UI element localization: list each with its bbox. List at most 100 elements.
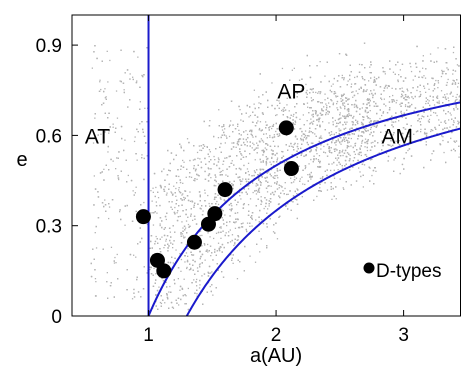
background-point <box>358 153 360 156</box>
background-point <box>180 258 183 261</box>
background-point <box>368 80 370 82</box>
background-point <box>199 266 201 268</box>
background-point <box>221 271 223 273</box>
background-point <box>173 158 175 161</box>
background-point <box>278 216 280 218</box>
background-point <box>95 247 98 249</box>
background-point <box>317 118 320 120</box>
background-point <box>370 90 372 92</box>
background-point <box>407 95 409 98</box>
background-point <box>141 237 143 240</box>
background-point <box>255 185 257 187</box>
background-point <box>283 107 285 109</box>
background-point <box>384 124 386 127</box>
background-point <box>236 278 239 280</box>
background-point <box>263 133 265 135</box>
background-point <box>329 89 331 92</box>
background-point <box>422 106 424 108</box>
background-point <box>315 112 317 114</box>
background-point <box>234 227 237 229</box>
background-point <box>443 151 445 154</box>
background-point <box>287 193 289 195</box>
background-point <box>395 102 397 104</box>
background-point <box>308 131 310 133</box>
background-point <box>169 261 172 264</box>
background-point <box>416 45 418 48</box>
background-point <box>265 156 267 158</box>
background-point <box>125 159 127 161</box>
background-point <box>95 281 97 283</box>
background-point <box>382 144 384 147</box>
background-point <box>322 121 324 123</box>
background-point <box>172 193 174 195</box>
background-point <box>120 80 122 83</box>
background-point <box>197 174 199 176</box>
background-point <box>194 260 196 263</box>
background-point <box>201 214 204 216</box>
background-point <box>355 105 358 108</box>
background-point <box>109 59 111 62</box>
background-point <box>344 165 346 167</box>
background-point <box>207 251 209 253</box>
background-point <box>203 145 206 147</box>
background-point <box>454 150 456 152</box>
background-point <box>244 144 246 146</box>
background-point <box>361 123 363 125</box>
background-point <box>149 212 152 214</box>
background-point <box>419 70 421 73</box>
background-point <box>351 127 353 129</box>
background-point <box>361 64 363 66</box>
background-point <box>308 135 310 137</box>
background-point <box>432 77 434 80</box>
background-point <box>324 129 326 131</box>
background-point <box>293 176 296 178</box>
background-point <box>290 142 292 145</box>
background-point <box>408 97 410 99</box>
background-point <box>389 133 392 135</box>
background-point <box>246 104 248 107</box>
background-point <box>219 171 221 173</box>
background-point <box>110 158 112 161</box>
background-point <box>288 110 290 112</box>
background-point <box>320 190 322 192</box>
background-point <box>207 243 209 246</box>
background-point <box>331 198 333 200</box>
background-point <box>174 231 176 233</box>
background-point <box>215 232 218 234</box>
background-point <box>206 146 208 148</box>
background-point <box>127 174 129 177</box>
background-point <box>232 262 234 264</box>
background-point <box>348 113 350 115</box>
background-point <box>199 207 201 210</box>
background-point <box>242 204 245 206</box>
background-point <box>173 185 175 187</box>
background-point <box>447 68 449 71</box>
background-point <box>368 93 371 95</box>
background-point <box>350 163 352 165</box>
background-point <box>391 121 393 123</box>
background-point <box>262 113 264 115</box>
background-point <box>168 307 170 309</box>
background-point <box>456 79 458 81</box>
background-point <box>420 93 422 96</box>
background-point <box>370 142 372 144</box>
background-point <box>94 45 96 47</box>
background-point <box>278 184 280 186</box>
background-point <box>352 166 354 168</box>
background-point <box>215 254 217 256</box>
background-point <box>441 69 443 72</box>
background-point <box>325 112 328 114</box>
background-point <box>237 176 239 179</box>
background-point <box>357 120 359 122</box>
background-point <box>220 170 222 173</box>
background-point <box>114 256 116 259</box>
background-point <box>141 154 143 156</box>
background-point <box>313 155 315 157</box>
background-point <box>415 66 418 68</box>
background-point <box>268 203 270 205</box>
background-point <box>293 67 295 69</box>
background-point <box>199 257 201 260</box>
background-point <box>321 177 323 179</box>
background-point <box>250 133 252 135</box>
background-point <box>305 150 307 152</box>
